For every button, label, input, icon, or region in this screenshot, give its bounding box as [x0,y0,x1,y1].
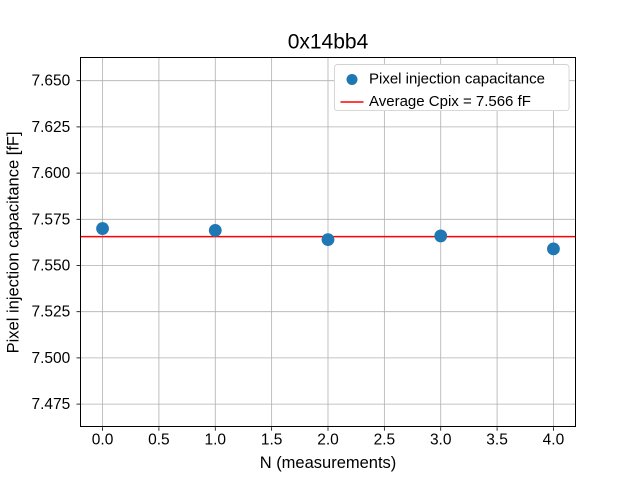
svg-text:Pixel injection capacitance: Pixel injection capacitance [369,71,545,88]
svg-text:Pixel injection capacitance [f: Pixel injection capacitance [fF] [5,131,23,353]
svg-text:3.0: 3.0 [430,432,452,449]
svg-text:0.5: 0.5 [148,432,170,449]
svg-text:7.600: 7.600 [32,165,71,182]
svg-text:7.550: 7.550 [32,258,71,275]
svg-text:0.0: 0.0 [92,432,114,449]
svg-text:7.475: 7.475 [32,396,71,413]
svg-text:1.5: 1.5 [261,432,283,449]
svg-text:7.500: 7.500 [32,350,71,367]
svg-text:7.525: 7.525 [32,304,71,321]
svg-text:Average Cpix = 7.566 fF: Average Cpix = 7.566 fF [369,93,531,110]
svg-text:0x14bb4: 0x14bb4 [288,31,369,54]
svg-text:2.0: 2.0 [317,432,339,449]
svg-text:7.650: 7.650 [32,73,71,90]
svg-text:1.0: 1.0 [204,432,226,449]
svg-text:3.5: 3.5 [486,432,508,449]
svg-text:N (measurements): N (measurements) [260,454,397,472]
svg-text:7.625: 7.625 [32,119,71,136]
svg-text:4.0: 4.0 [543,432,565,449]
svg-text:2.5: 2.5 [374,432,396,449]
svg-text:7.575: 7.575 [32,211,71,228]
